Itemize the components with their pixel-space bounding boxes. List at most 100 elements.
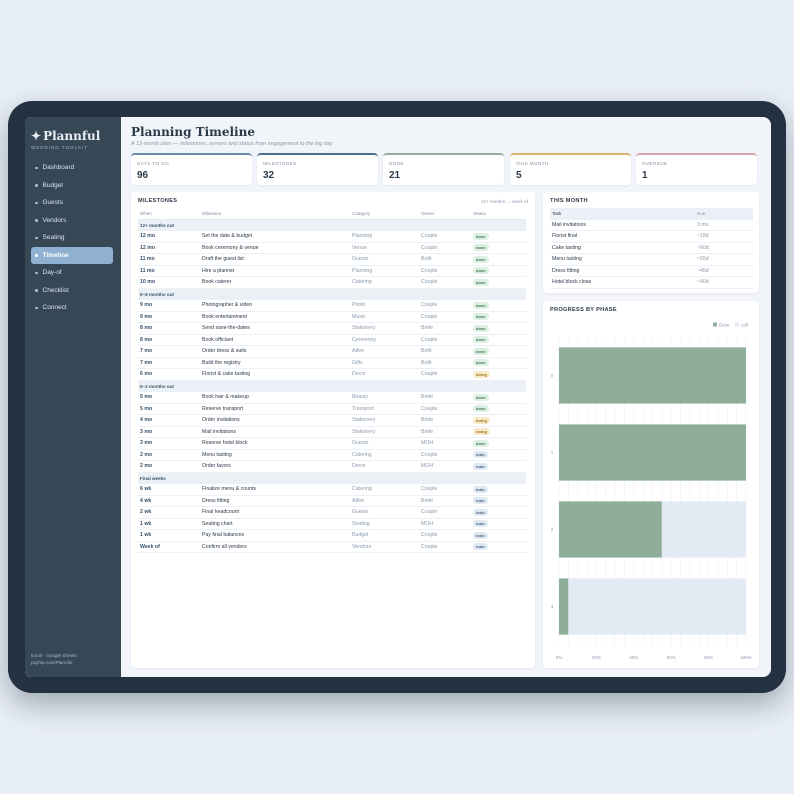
bullet-icon xyxy=(35,219,38,222)
row-milestone: Dress fitting xyxy=(202,497,230,504)
row-owner: Couple xyxy=(421,405,438,412)
kpi-card-done: DONE 21 xyxy=(383,153,504,185)
bullet-icon xyxy=(35,166,38,169)
brand-logo[interactable]: ✦ Plannful xyxy=(31,129,100,143)
sidebar-item-guests[interactable]: Guests xyxy=(31,194,113,212)
table-row[interactable]: 2 wk Final headcount Guests Couple todo xyxy=(138,507,526,519)
row-when: 12 mo xyxy=(140,244,155,251)
table-row[interactable]: 12 mo Book ceremony & venue Venue Couple don… xyxy=(138,243,526,254)
row-owner: Couple xyxy=(421,233,438,240)
row-owner: Couple xyxy=(421,486,438,493)
sidebar-item-vendors[interactable]: Vendors xyxy=(31,212,113,230)
sidebar-nav: Dashboard Budget Guests Vendors Seating Timel… xyxy=(31,159,113,317)
bullet-icon xyxy=(35,306,38,309)
table-row[interactable]: 11 mo Draft the guest list Guests Both done xyxy=(138,254,526,266)
status-badge: todo xyxy=(473,520,488,528)
table-row[interactable]: 5 mo Book hair & makeup Beauty Bride done xyxy=(138,392,526,404)
table-row[interactable]: 8 mo Book officiant Ceremony Couple done xyxy=(138,335,526,346)
task-name: Menu tasting xyxy=(552,256,582,263)
table-row[interactable]: 3 mo Mail invitations Stationery Bride doing xyxy=(138,427,526,438)
row-when: 11 mo xyxy=(140,267,155,274)
task-due: ~60d xyxy=(697,244,709,251)
row-status: todo xyxy=(473,531,513,539)
row-milestone: Book caterer xyxy=(202,279,232,286)
footer-link[interactable]: payhip.com/Plannful xyxy=(31,660,73,665)
row-category: Music xyxy=(352,313,366,320)
row-status: todo xyxy=(473,508,513,516)
row-milestone: Book hair & makeup xyxy=(202,394,249,401)
status-badge: done xyxy=(473,301,489,309)
table-row[interactable]: 8 mo Send save-the-dates Stationery Bride do… xyxy=(138,323,526,335)
legend-label: Left xyxy=(741,322,749,327)
sidebar-item-label: Day-of xyxy=(42,269,62,277)
list-item[interactable]: Dress fitting ~45d xyxy=(550,266,753,277)
list-item[interactable]: Cake tasting ~60d xyxy=(550,243,753,254)
table-row[interactable]: 6 wk Finalize menu & counts Catering Couple… xyxy=(138,484,526,496)
bullet-icon xyxy=(35,184,38,187)
col-milestone[interactable]: Milestone xyxy=(202,210,222,216)
sidebar-item-budget[interactable]: Budget xyxy=(31,177,113,195)
table-row[interactable]: 10 mo Book caterer Catering Couple done xyxy=(138,277,526,289)
sidebar-item-checklist[interactable]: Checklist xyxy=(31,282,113,300)
row-milestone: Finalize menu & counts xyxy=(202,486,256,493)
status-badge: done xyxy=(473,255,489,263)
status-badge: done xyxy=(473,232,489,240)
y-tick-label: 2 xyxy=(551,527,554,532)
sidebar-item-day-of[interactable]: Day-of xyxy=(31,264,113,282)
table-row[interactable]: 9 mo Book entertainment Music Couple done xyxy=(138,312,526,323)
row-category: Stationery xyxy=(352,417,376,424)
list-item[interactable]: Hotel block close ~40d xyxy=(550,277,753,289)
bar-done xyxy=(559,501,662,558)
row-when: 10 mo xyxy=(140,279,155,286)
col-owner[interactable]: Owner xyxy=(421,210,435,216)
table-row[interactable]: 1 wk Pay final balances Budget Couple todo xyxy=(138,530,526,542)
row-owner: Couple xyxy=(421,267,438,274)
row-owner: Both xyxy=(421,348,432,355)
table-row[interactable]: 1 wk Seating chart Seating MOH todo xyxy=(138,519,526,530)
table-row[interactable]: 7 mo Build the registry Gifts Both done xyxy=(138,358,526,369)
x-tick-label: 40% xyxy=(629,655,638,660)
group-header: 5–2 months out xyxy=(138,380,526,392)
status-badge: done xyxy=(473,244,489,252)
sidebar-item-connect[interactable]: Connect xyxy=(31,299,113,317)
milestones-range: 12+ months → week of xyxy=(480,199,528,204)
col-when[interactable]: When xyxy=(140,210,152,216)
table-row[interactable]: 2 mo Menu tasting Catering Couple todo xyxy=(138,450,526,461)
kpi-label: THIS MONTH xyxy=(516,161,549,166)
row-status: doing xyxy=(473,370,513,378)
col-category[interactable]: Category xyxy=(352,210,371,216)
row-status: done xyxy=(473,347,513,355)
table-row[interactable]: 9 mo Photographer & video Photo Couple done xyxy=(138,300,526,312)
row-when: 5 mo xyxy=(140,394,153,401)
row-owner: Couple xyxy=(421,244,438,251)
table-row[interactable]: 3 mo Reserve hotel block Guests MOH done xyxy=(138,438,526,450)
col-task: Task xyxy=(552,211,562,217)
table-row[interactable]: Week of Confirm all vendors Vendors Couple t… xyxy=(138,542,526,553)
row-status: done xyxy=(473,301,513,309)
row-category: Attire xyxy=(352,348,365,355)
col-status[interactable]: Status xyxy=(473,210,486,216)
row-milestone: Build the registry xyxy=(202,359,241,366)
sidebar-item-seating[interactable]: Seating xyxy=(31,229,113,247)
this-month-title: THIS MONTH xyxy=(550,198,588,204)
table-row[interactable]: 7 mo Order dress & suits Attire Both done xyxy=(138,346,526,358)
table-row[interactable]: 5 mo Reserve transport Transport Couple done xyxy=(138,404,526,415)
list-item[interactable]: Mail invitations 3 mo xyxy=(550,220,753,231)
row-owner: MOH xyxy=(421,463,434,470)
list-item[interactable]: Menu tasting ~55d xyxy=(550,254,753,266)
sidebar-item-label: Connect xyxy=(42,304,67,312)
table-row[interactable]: 11 mo Hire a planner Planning Couple done xyxy=(138,266,526,277)
sidebar-item-dashboard[interactable]: Dashboard xyxy=(31,159,113,177)
row-status: done xyxy=(473,255,513,263)
task-name: Florist final xyxy=(552,233,578,240)
table-row[interactable]: 4 mo Order invitations Stationery Bride doin… xyxy=(138,415,526,427)
task-name: Cake tasting xyxy=(552,244,581,251)
table-row[interactable]: 6 mo Florist & cake tasting Decor Couple doi… xyxy=(138,369,526,381)
table-row[interactable]: 12 mo Set the date & budget Planning Couple… xyxy=(138,231,526,243)
table-row[interactable]: 4 wk Dress fitting Attire Bride todo xyxy=(138,496,526,507)
status-badge: done xyxy=(473,267,489,275)
list-item[interactable]: Florist final ~18d xyxy=(550,231,753,243)
row-owner: Both xyxy=(421,359,432,366)
table-row[interactable]: 2 mo Order favors Decor MOH todo xyxy=(138,461,526,473)
sidebar-item-timeline[interactable]: Timeline xyxy=(31,246,113,264)
